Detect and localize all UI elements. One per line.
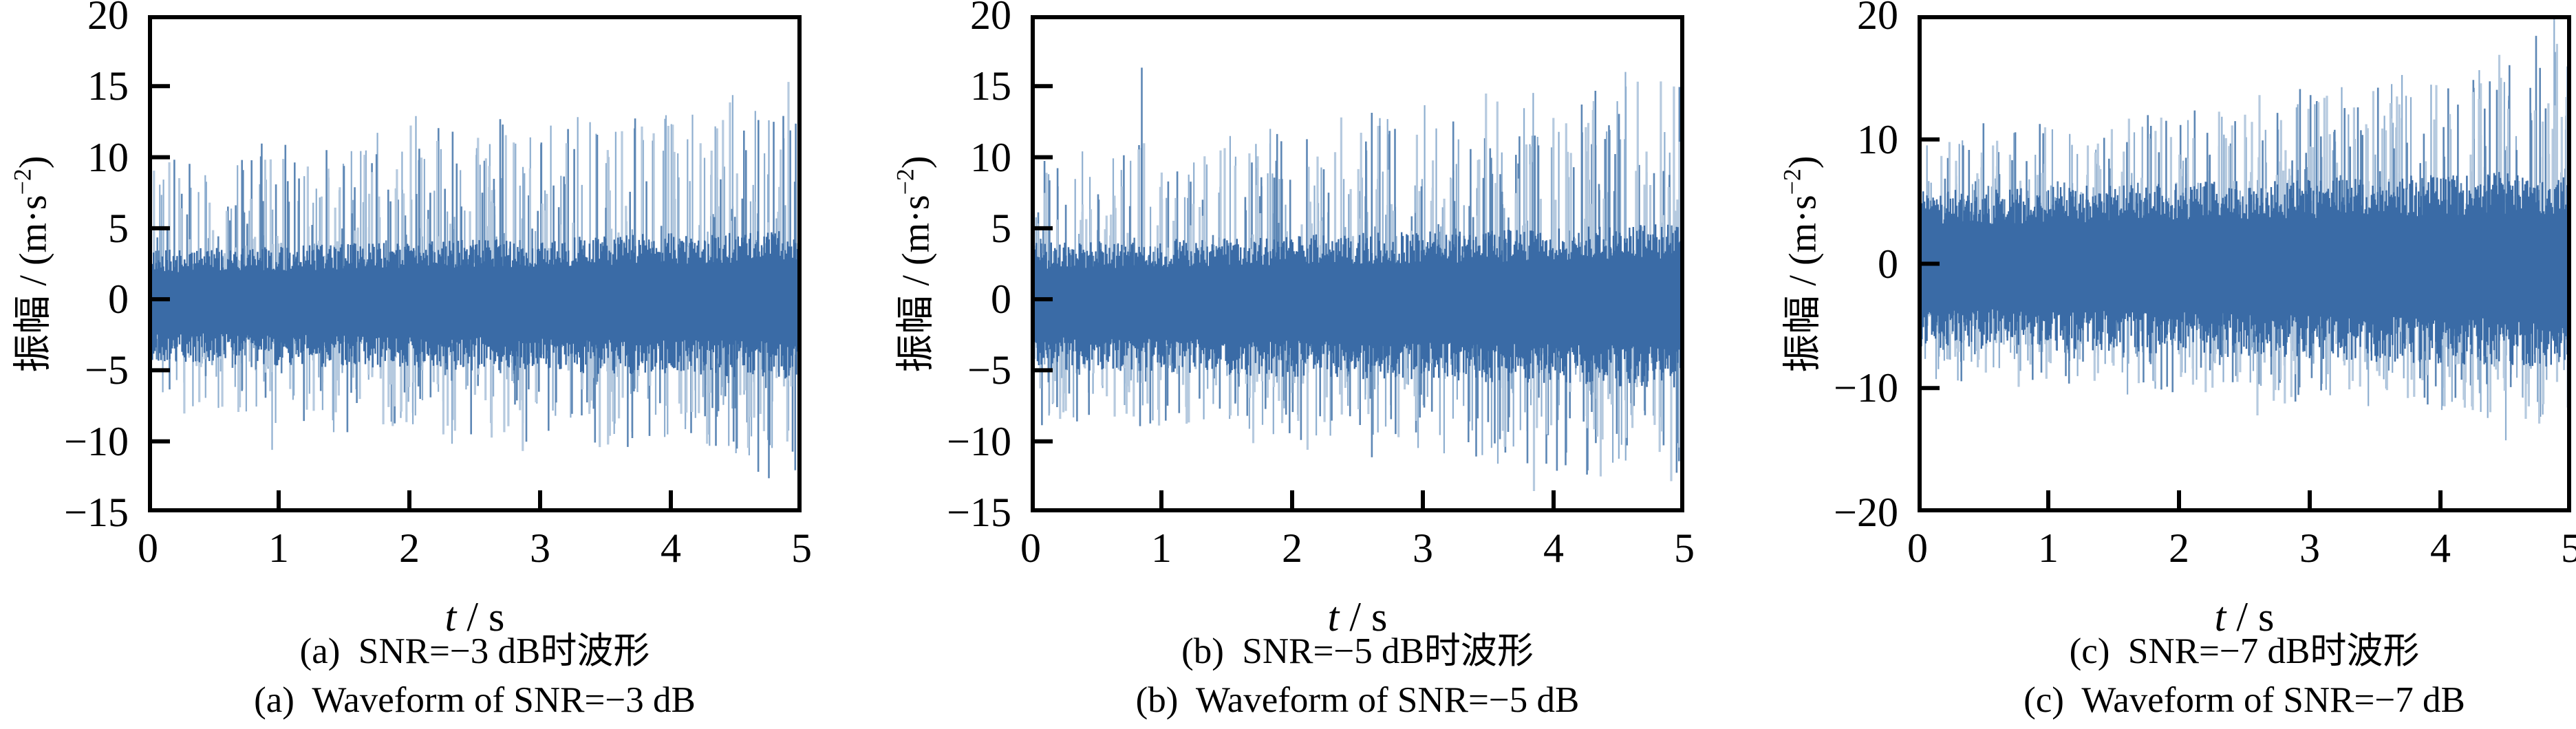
subplot-a: 振幅 / (m·s−2) t / s (a) SNR=−3 dB时波形 (a) …: [0, 0, 859, 729]
y-tick-label: −10: [64, 418, 129, 464]
x-tick-label: 0: [1020, 525, 1041, 571]
axis-box: [148, 15, 802, 512]
caption-en-c: (c) Waveform of SNR=−7 dB: [2024, 680, 2465, 720]
x-tick-label: 0: [1907, 525, 1928, 571]
x-tick-label: 3: [530, 525, 550, 571]
x-axis-label-symbol: t: [444, 594, 457, 640]
subplot-c: 振幅 / (m·s−2) t / s (c) SNR=−7 dB时波形 (c) …: [1717, 0, 2576, 729]
x-axis-label-unit: / s: [2226, 594, 2275, 640]
x-tick-label: 4: [1543, 525, 1564, 571]
caption-en-b: (b) Waveform of SNR=−5 dB: [1135, 680, 1580, 720]
y-axis-label: 振幅 / (m·s−2): [885, 155, 941, 372]
y-tick-label: −20: [1834, 490, 1898, 535]
y-tick-label: −10: [1834, 365, 1898, 411]
y-tick-label: 15: [87, 63, 129, 109]
y-tick-label: −15: [947, 490, 1011, 535]
x-tick-label: 5: [2561, 525, 2576, 571]
waveform-plot-b: [1031, 15, 1684, 512]
x-tick-label: 2: [399, 525, 420, 571]
y-axis-label-exponent: −2: [1778, 168, 1806, 195]
y-tick-label: 15: [970, 63, 1011, 109]
x-axis-label: t / s: [1918, 594, 2571, 641]
axis-ticks: [1033, 84, 1556, 510]
y-tick-label: 20: [87, 0, 129, 38]
x-tick-label: 4: [661, 525, 681, 571]
y-tick-label: 20: [1857, 0, 1898, 38]
y-tick-label: 20: [970, 0, 1011, 38]
y-tick-label: 10: [87, 134, 129, 180]
y-tick-label: 0: [991, 276, 1011, 323]
caption-zh-a: (a) SNR=−3 dB时波形: [299, 631, 650, 671]
x-axis-label-unit: / s: [1339, 594, 1388, 640]
x-axis-label-unit: / s: [456, 594, 505, 640]
caption-zh-c: (c) SNR=−7 dB时波形: [2069, 631, 2420, 671]
axis-ticks: [1920, 137, 2443, 510]
waveform-plot-a: [148, 15, 802, 512]
y-tick-label: −10: [947, 418, 1011, 464]
y-tick-label: −15: [64, 490, 129, 535]
x-tick-label: 2: [1282, 525, 1302, 571]
y-axis-label: 振幅 / (m·s−2): [2, 155, 58, 372]
x-axis-label: t / s: [148, 594, 802, 641]
x-axis-label: t / s: [1031, 594, 1684, 641]
x-tick-label: 1: [268, 525, 289, 571]
y-tick-label: −5: [967, 347, 1011, 393]
axis-box: [1031, 15, 1684, 512]
x-tick-label: 1: [1151, 525, 1172, 571]
x-tick-label: 5: [1674, 525, 1695, 571]
x-tick-label: 2: [2169, 525, 2189, 571]
subplot-b: 振幅 / (m·s−2) t / s (b) SNR=−5 dB时波形 (b) …: [859, 0, 1717, 729]
y-tick-label: −5: [85, 347, 129, 393]
x-tick-label: 4: [2430, 525, 2451, 571]
caption-zh-b: (b) SNR=−5 dB时波形: [1181, 631, 1534, 671]
x-tick-label: 1: [2038, 525, 2059, 571]
axis-ticks: [151, 84, 673, 510]
y-tick-label: 0: [108, 276, 129, 323]
x-tick-label: 5: [791, 525, 812, 571]
axis-box: [1918, 15, 2571, 512]
x-axis-label-symbol: t: [1327, 594, 1340, 640]
x-axis-label-symbol: t: [2214, 594, 2226, 640]
x-tick-label: 3: [2299, 525, 2320, 571]
y-tick-label: 10: [1857, 116, 1898, 162]
x-tick-label: 3: [1413, 525, 1433, 571]
y-tick-label: 0: [1878, 241, 1898, 287]
x-tick-label: 0: [138, 525, 158, 571]
y-tick-label: 5: [991, 205, 1011, 251]
y-tick-label: 5: [108, 205, 129, 251]
y-tick-label: 10: [970, 134, 1011, 180]
waveform-plot-c: [1918, 15, 2571, 512]
caption-en-a: (a) Waveform of SNR=−3 dB: [254, 680, 696, 720]
